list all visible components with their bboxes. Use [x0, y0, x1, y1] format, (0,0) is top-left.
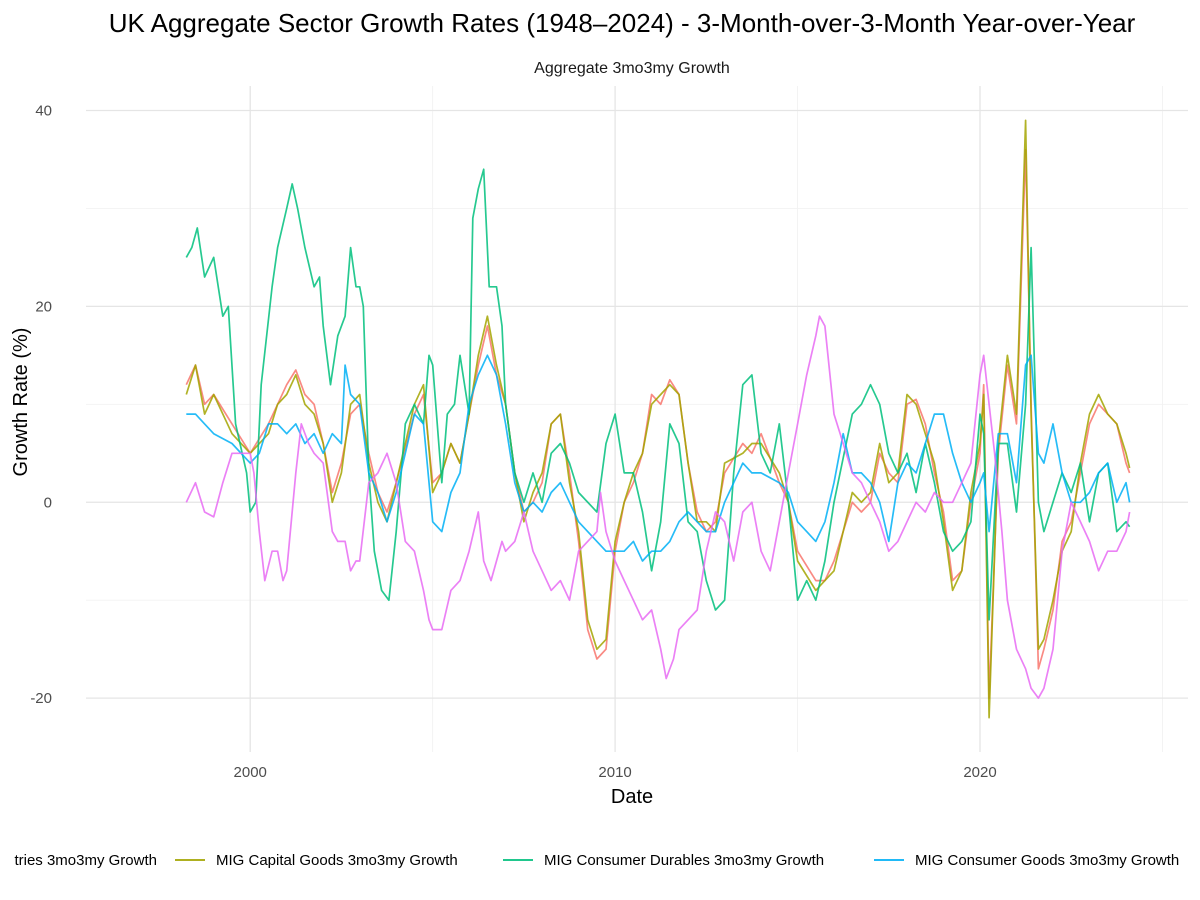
- legend-label: MIG Consumer Goods 3mo3my Growth: [915, 852, 1179, 869]
- x-tick-label: 2000: [234, 764, 267, 781]
- y-tick-label: 20: [35, 298, 52, 315]
- series-line-3: [185, 168, 1131, 621]
- series-lines: [185, 119, 1131, 719]
- x-tick-labels: 2000 2010 2020: [234, 764, 997, 781]
- grid-lines: [86, 86, 1188, 752]
- x-tick-label: 2020: [963, 764, 996, 781]
- legend-label: tries 3mo3my Growth: [14, 852, 157, 869]
- legend-label: MIG Consumer Durables 3mo3my Growth: [544, 852, 824, 869]
- chart-subtitle: Aggregate 3mo3my Growth: [534, 60, 730, 77]
- chart-title: UK Aggregate Sector Growth Rates (1948–2…: [109, 8, 1136, 38]
- legend: tries 3mo3my Growth MIG Capital Goods 3mo…: [14, 852, 1179, 869]
- series-line-4: [186, 354, 1131, 562]
- y-axis-title: Growth Rate (%): [10, 328, 32, 477]
- x-axis-title: Date: [611, 786, 653, 808]
- y-tick-label: -20: [30, 690, 52, 707]
- legend-label: MIG Capital Goods 3mo3my Growth: [216, 852, 458, 869]
- series-line-5: [185, 315, 1131, 699]
- y-tick-labels: -20 0 20 40: [30, 102, 52, 707]
- series-line-2: [185, 119, 1131, 719]
- y-tick-label: 40: [35, 102, 52, 119]
- x-tick-label: 2010: [598, 764, 631, 781]
- y-tick-label: 0: [44, 494, 52, 511]
